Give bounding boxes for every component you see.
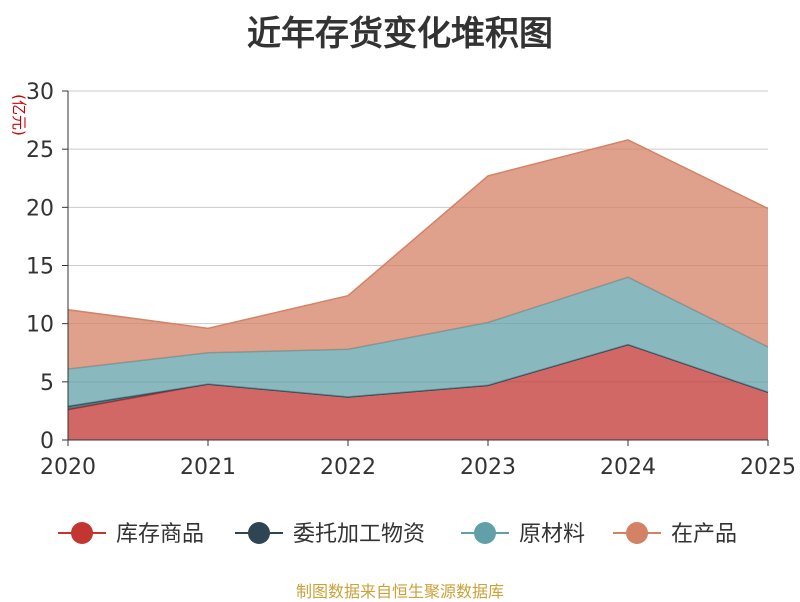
x-tick-label: 2021 — [180, 455, 236, 480]
legend-label: 委托加工物资 — [293, 522, 425, 547]
source-note: 制图数据来自恒生聚源数据库 — [295, 582, 504, 601]
x-tick-label: 2023 — [460, 455, 516, 480]
y-tick-label: 20 — [26, 196, 54, 221]
x-tick-label: 2024 — [600, 455, 656, 480]
y-axis-label: (亿元) — [10, 94, 28, 136]
y-tick-label: 5 — [40, 371, 54, 396]
y-tick-label: 0 — [40, 429, 54, 454]
legend-label: 在产品 — [671, 522, 737, 547]
area-series-4 — [68, 139, 768, 370]
x-tick-label: 2025 — [740, 455, 796, 480]
legend-marker — [71, 522, 93, 544]
legend-marker — [626, 522, 648, 544]
chart-title: 近年存货变化堆积图 — [247, 14, 553, 54]
legend-marker — [248, 522, 270, 544]
y-tick-label: 25 — [26, 138, 54, 163]
legend-label: 原材料 — [519, 522, 585, 547]
y-tick-label: 10 — [26, 313, 54, 338]
x-tick-label: 2022 — [320, 455, 376, 480]
area-series-3 — [68, 277, 768, 407]
legend-marker — [474, 522, 496, 544]
x-tick-label: 2020 — [40, 455, 96, 480]
line-series-4 — [67, 139, 769, 330]
legend-label: 库存商品 — [116, 522, 204, 547]
y-tick-label: 15 — [26, 255, 54, 280]
y-tick-label: 30 — [26, 80, 54, 105]
area-series-1 — [68, 344, 768, 440]
